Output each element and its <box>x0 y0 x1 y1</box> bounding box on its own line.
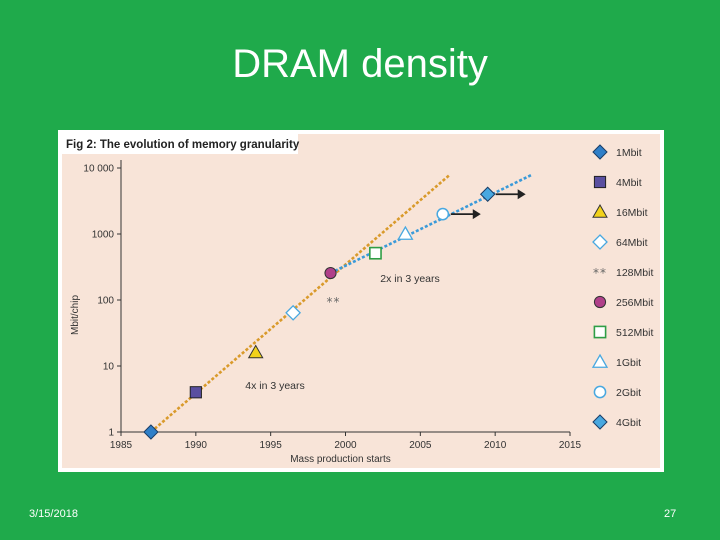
legend-label: 128Mbit <box>616 267 653 279</box>
legend-label: 512Mbit <box>616 327 653 339</box>
chart-figure: Fig 2: The evolution of memory granulari… <box>58 130 664 472</box>
legend-label: 4Mbit <box>616 177 642 189</box>
slide-page-number: 27 <box>664 508 677 520</box>
plot-background <box>62 134 660 468</box>
data-point <box>143 424 159 440</box>
legend-label: 64Mbit <box>616 237 648 249</box>
data-point <box>397 225 414 240</box>
x-tick-label: 1985 <box>110 440 133 451</box>
data-point <box>593 295 607 309</box>
legend-label: 2Gbit <box>616 387 641 399</box>
legend-label: 1Gbit <box>616 357 641 369</box>
x-tick-label: 2005 <box>409 440 432 451</box>
x-tick-label: 2015 <box>559 440 582 451</box>
data-point <box>592 144 608 160</box>
data-point <box>247 344 264 359</box>
data-point <box>592 203 608 218</box>
legend-label: 4Gbit <box>616 417 641 429</box>
legend-label: 16Mbit <box>616 207 648 219</box>
data-point <box>189 386 202 399</box>
data-point <box>593 385 607 399</box>
slide-title: DRAM density <box>232 42 488 86</box>
arrow-head <box>517 189 526 200</box>
y-tick-label: 10 <box>103 362 115 373</box>
x-tick-label: 2000 <box>334 440 357 451</box>
chart-title-box <box>62 134 298 154</box>
trend-annotation: 2x in 3 years <box>380 273 440 285</box>
slide-date: 3/15/2018 <box>29 508 78 520</box>
y-axis-label: Mbit/chip <box>70 295 81 335</box>
x-tick-label: 1990 <box>185 440 208 451</box>
data-point: ** <box>327 295 341 309</box>
data-point <box>285 304 302 321</box>
data-point <box>593 175 607 189</box>
data-point <box>593 325 607 339</box>
data-point <box>436 207 450 221</box>
data-point <box>324 266 337 280</box>
legend-label: 1Mbit <box>616 147 642 159</box>
data-point <box>592 414 608 430</box>
y-tick-label: 100 <box>97 296 114 307</box>
arrow-head <box>472 209 481 220</box>
data-point: ** <box>593 266 607 280</box>
y-tick-label: 1000 <box>92 230 115 241</box>
chart-svg: Fig 2: The evolution of memory granulari… <box>62 134 660 468</box>
y-tick-label: 10 000 <box>83 164 114 175</box>
y-tick-label: 1 <box>108 428 114 439</box>
data-point <box>592 234 608 250</box>
chart-title: Fig 2: The evolution of memory granulari… <box>66 139 300 151</box>
data-point <box>479 186 496 202</box>
legend-label: 256Mbit <box>616 297 653 309</box>
x-tick-label: 2010 <box>484 440 507 451</box>
trend-annotation: 4x in 3 years <box>245 380 305 392</box>
data-point <box>591 353 609 368</box>
data-point <box>369 246 382 260</box>
x-axis-label: Mass production starts <box>290 454 391 465</box>
trend-line <box>329 173 534 275</box>
x-tick-label: 1995 <box>260 440 283 451</box>
